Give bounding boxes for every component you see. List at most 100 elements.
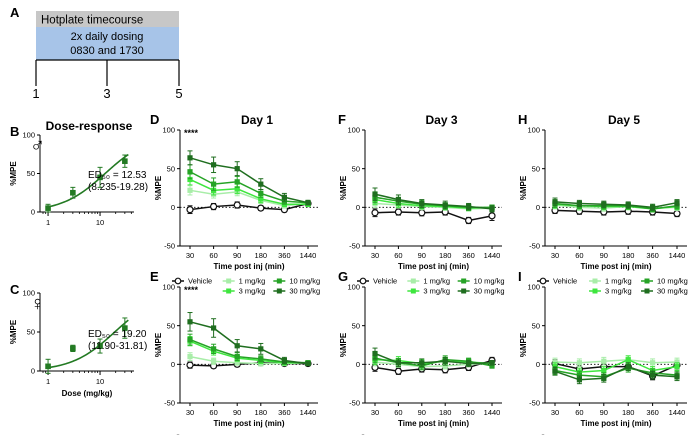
data-point <box>211 162 217 168</box>
data-point <box>489 363 495 369</box>
series-30-mg-kg <box>372 187 495 213</box>
timeline-day-label: 1 <box>32 86 39 101</box>
x-tick-label: 360 <box>646 251 659 260</box>
y-tick-label: 0 <box>31 367 35 376</box>
series-line <box>554 209 678 215</box>
data-point <box>234 343 240 349</box>
timeline-body-line2: 0830 and 1730 <box>70 45 143 57</box>
x-tick-label: 180 <box>439 408 452 417</box>
data-point <box>371 209 379 217</box>
x-tick-label: 30 <box>551 408 559 417</box>
y-tick-label: 0 <box>171 203 175 212</box>
y-tick-label: 50 <box>352 321 360 330</box>
legend-marker <box>276 288 282 294</box>
legend-marker <box>226 288 232 294</box>
x-tick-label: 60 <box>575 408 583 417</box>
data-point <box>650 360 656 366</box>
data-point <box>234 179 240 185</box>
legend-item: Vehicle <box>357 277 397 286</box>
data-point <box>281 194 287 200</box>
x-tick-label: 360 <box>462 251 475 260</box>
data-point <box>281 357 287 364</box>
legend-marker <box>644 288 650 294</box>
data-point <box>442 363 448 369</box>
y-axis-label: %MPE <box>519 332 528 357</box>
legend-item: 3 mg/kg <box>407 287 450 296</box>
chart-panel-b: B Dose-response♂ 0 50 100 1 10 %MPE ED₅₀ = 12.53… <box>9 119 148 227</box>
legend-label: Vehicle <box>553 434 577 435</box>
series-line <box>189 171 309 204</box>
y-tick-label: 50 <box>352 164 360 173</box>
significance-marker: **** <box>184 128 199 138</box>
data-point <box>576 360 582 366</box>
timeline-body-line1: 2x daily dosing <box>71 31 144 43</box>
series-line <box>374 352 493 365</box>
y-axis-label: %MPE <box>9 161 18 186</box>
timeline-day-label: 3 <box>103 86 110 101</box>
x-tick-label: 180 <box>622 251 635 260</box>
chart-panel-d: D Day 1 -50 0 50 100 30 60 90 180 360 1440 Time post… <box>150 112 320 296</box>
data-point <box>394 367 402 375</box>
data-point <box>465 216 473 225</box>
x-axis-label: Time post inj (min) <box>214 419 285 428</box>
y-tick-label: 100 <box>22 131 35 140</box>
data-point <box>419 200 425 207</box>
y-tick-label: -50 <box>349 399 360 408</box>
y-axis-label: %MPE <box>339 175 348 200</box>
timeline-body-box <box>36 27 179 60</box>
data-point <box>466 360 472 367</box>
y-tick-label: 0 <box>536 203 540 212</box>
x-axis-label: Time post inj (min) <box>214 262 285 271</box>
data-point <box>552 368 558 374</box>
data-point <box>625 202 631 208</box>
x-tick-label: 1440 <box>300 251 317 260</box>
x-tick-label: 60 <box>394 408 402 417</box>
chart-title: Day 5 <box>608 113 640 127</box>
data-point <box>576 200 582 207</box>
legend-label: 10 mg/kg <box>474 434 505 435</box>
data-point <box>601 367 607 374</box>
chart-panel-h: H Day 5 -50 0 50 100 30 60 90 180 360 1440 Time post… <box>518 112 688 296</box>
legend-marker <box>539 277 547 285</box>
data-point <box>45 363 51 370</box>
y-tick-label: 100 <box>527 283 540 292</box>
y-tick-label: 50 <box>532 321 540 330</box>
x-tick-label: 30 <box>371 408 379 417</box>
data-point <box>211 346 217 352</box>
data-point <box>70 189 76 196</box>
data-point <box>372 191 378 197</box>
legend-item: Vehicle <box>172 277 212 286</box>
data-point <box>70 345 76 352</box>
legend-item: 1 mg/kg <box>239 434 266 435</box>
legend-label: 30 mg/kg <box>657 287 688 296</box>
x-tick-label: 1440 <box>669 408 686 417</box>
timeline-header-box <box>36 11 179 27</box>
data-point <box>186 206 194 214</box>
x-tick-label: 360 <box>646 408 659 417</box>
y-tick-label: 100 <box>347 283 360 292</box>
data-point <box>625 364 631 370</box>
series-line <box>554 358 678 373</box>
timeline-day-label: 5 <box>175 86 182 101</box>
legend-item: 10 mg/kg <box>474 434 505 435</box>
fit-curve <box>46 153 129 208</box>
legend-marker <box>410 288 416 294</box>
series-line <box>189 178 308 205</box>
x-tick-label: 180 <box>255 408 268 417</box>
chart-panel-c: C ♀ 0 50 100 1 10 Dose (mg/kg) %MPE ED₅₀ = 19.20(… <box>9 282 147 398</box>
legend-item: 30 mg/kg <box>273 287 320 296</box>
data-point <box>97 343 103 349</box>
data-point <box>186 361 194 369</box>
series-30-mg-kg <box>552 362 680 385</box>
series-line <box>189 202 309 211</box>
x-tick-label: 360 <box>278 408 291 417</box>
chart-panel-e: E -50 0 50 100 30 60 90 180 360 1440 Time post inj … <box>150 269 320 435</box>
data-point <box>395 360 401 366</box>
ed50-label: ED₅₀ = 12.53 <box>88 170 147 181</box>
legend-item: Vehicle <box>361 434 397 435</box>
legend-label: 1 mg/kg <box>239 277 266 286</box>
y-tick-label: -50 <box>164 399 175 408</box>
panel-label-d: D <box>150 112 159 127</box>
female-symbol-icon: ♀ <box>30 293 45 315</box>
data-point <box>122 158 128 164</box>
